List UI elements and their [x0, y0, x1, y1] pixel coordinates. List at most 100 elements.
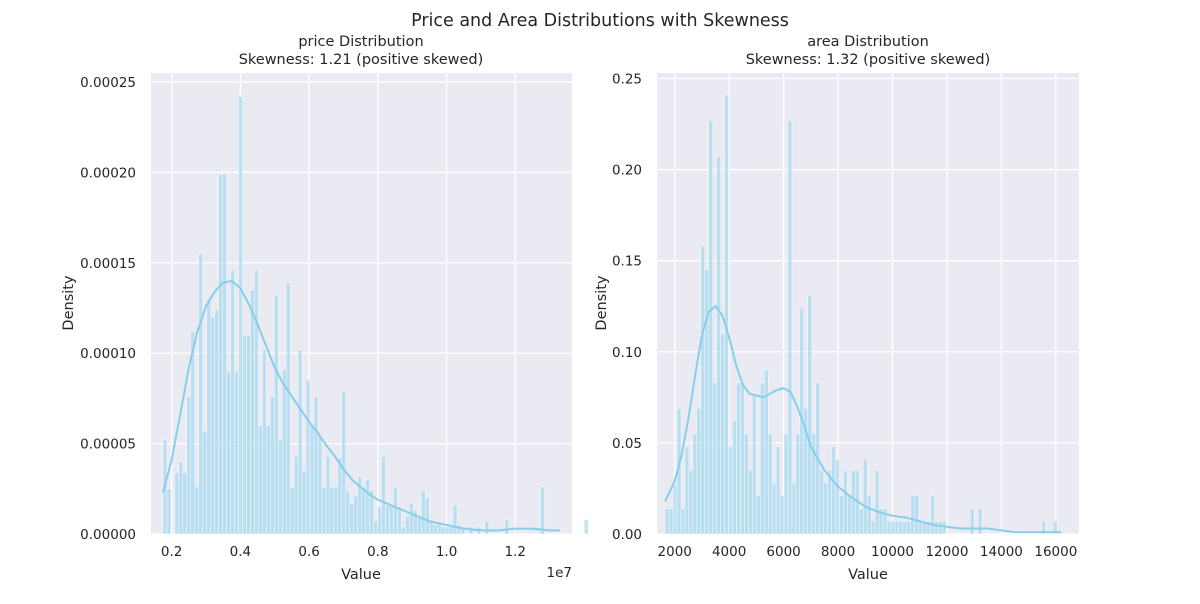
area-histogram-bar — [740, 383, 744, 534]
price-histogram-bar — [203, 431, 207, 534]
area-histogram-bar — [899, 521, 903, 534]
area-y-tick-label: 0.10 — [612, 345, 642, 361]
price-x-offset-label: 1e7 — [547, 565, 572, 581]
area-histogram-bar — [705, 270, 709, 534]
price-histogram-bar — [215, 310, 219, 534]
price-histogram-bar — [250, 290, 254, 534]
price-histogram-bar — [290, 487, 294, 534]
area-histogram-bar — [867, 496, 871, 534]
price-histogram-bar — [330, 487, 334, 534]
price-histogram-bar — [278, 440, 282, 534]
area-histogram-bar — [828, 470, 832, 534]
area-histogram-bar — [883, 508, 887, 534]
area-histogram-bar — [717, 157, 721, 534]
area-histogram-bar — [665, 508, 669, 534]
price-histogram-bar — [318, 435, 322, 534]
price-y-tick-label: 0.00025 — [80, 75, 136, 91]
area-histogram-bar — [689, 470, 693, 534]
price-histogram-bar — [187, 397, 191, 534]
price-histogram-bar — [286, 283, 290, 534]
price-histogram-bar — [262, 350, 266, 534]
price-histogram-bar — [485, 521, 489, 534]
area-histogram-bar — [736, 383, 740, 534]
area-x-axis-label: Value — [848, 567, 888, 583]
price-histogram-bar — [282, 369, 286, 534]
area-histogram-bar — [903, 521, 907, 534]
area-x-tick-label: 8000 — [821, 544, 855, 560]
price-histogram-bar — [378, 507, 382, 534]
area-histogram-bar — [836, 459, 840, 534]
area-histogram-bar — [744, 434, 748, 534]
price-histogram-bar — [338, 458, 342, 534]
area-histogram-bar — [733, 421, 737, 534]
area-y-tick-label: 0.20 — [612, 163, 642, 179]
area-y-tick-label: 0.15 — [612, 254, 642, 270]
price-histogram-bar — [227, 371, 231, 534]
area-histogram-bar — [863, 459, 867, 534]
price-histogram-bar — [183, 473, 187, 534]
area-histogram-bar — [669, 508, 673, 534]
area-histogram-bar — [748, 470, 752, 534]
area-histogram-bar — [784, 434, 788, 534]
price-x-tick-label: 1.0 — [436, 544, 457, 560]
area-histogram-bar — [935, 521, 939, 534]
price-y-tick-label: 0.00015 — [80, 256, 136, 272]
price-histogram-bar — [258, 426, 262, 534]
price-histogram-bar — [389, 505, 393, 534]
area-histogram-bar — [824, 483, 828, 534]
price-histogram-bar — [445, 527, 449, 534]
price-y-tick-label: 0.00005 — [80, 437, 136, 453]
area-y-axis-label: Density — [594, 275, 610, 331]
price-histogram-bar — [393, 487, 397, 534]
price-histogram-bar — [231, 270, 235, 534]
area-histogram-bar — [780, 496, 784, 534]
area-histogram-bar — [673, 485, 677, 534]
price-histogram-bar — [270, 397, 274, 534]
price-histogram-bar — [223, 174, 227, 534]
area-histogram-bar — [895, 521, 899, 534]
area-histogram-bar — [919, 521, 923, 534]
area-histogram-bar — [911, 496, 915, 534]
price-chart-title: price Distribution — [298, 34, 423, 50]
price-histogram-bar — [294, 456, 298, 534]
area-histogram-bar — [721, 334, 725, 534]
price-histogram-bar — [382, 456, 386, 534]
area-x-tick-label: 6000 — [766, 544, 800, 560]
price-histogram-bar — [441, 527, 445, 534]
area-y-tick-label: 0.25 — [612, 71, 642, 87]
area-histogram-bar — [792, 483, 796, 534]
price-histogram-bar — [246, 335, 250, 534]
area-histogram-bar — [931, 496, 935, 534]
area-histogram-bar — [729, 447, 733, 534]
price-histogram-bar — [302, 471, 306, 534]
price-histogram-bar — [179, 462, 183, 534]
price-histogram-bar — [584, 520, 588, 534]
price-histogram-bar — [199, 254, 203, 534]
area-x-tick-label: 4000 — [712, 544, 746, 560]
area-histogram-bar — [871, 521, 875, 534]
price-x-tick-label: 0.2 — [161, 544, 182, 560]
price-histogram-bar — [366, 480, 370, 534]
area-histogram-bar — [891, 521, 895, 534]
price-x-tick-label: 0.8 — [367, 544, 388, 560]
price-histogram-bar — [254, 270, 258, 534]
area-histogram-bar — [832, 447, 836, 534]
price-x-axis-label: Value — [341, 567, 381, 583]
price-histogram-bar — [429, 521, 433, 534]
price-histogram-bar — [397, 507, 401, 534]
price-histogram-bar — [207, 299, 211, 534]
price-histogram-bar — [350, 503, 354, 534]
area-histogram-bar — [915, 496, 919, 534]
area-histogram-bar — [693, 434, 697, 534]
price-histogram-bar — [342, 391, 346, 534]
area-x-tick-label: 16000 — [1034, 544, 1077, 560]
figure-title: Price and Area Distributions with Skewne… — [411, 11, 789, 31]
area-histogram-bar — [942, 521, 946, 534]
price-histogram-bar — [195, 487, 199, 534]
area-y-tick-label: 0.00 — [612, 527, 642, 543]
price-histogram-bar — [266, 426, 270, 534]
area-chart-subtitle: Skewness: 1.32 (positive skewed) — [746, 52, 991, 68]
area-histogram-bar — [725, 95, 729, 534]
price-histogram-bar — [211, 317, 215, 534]
